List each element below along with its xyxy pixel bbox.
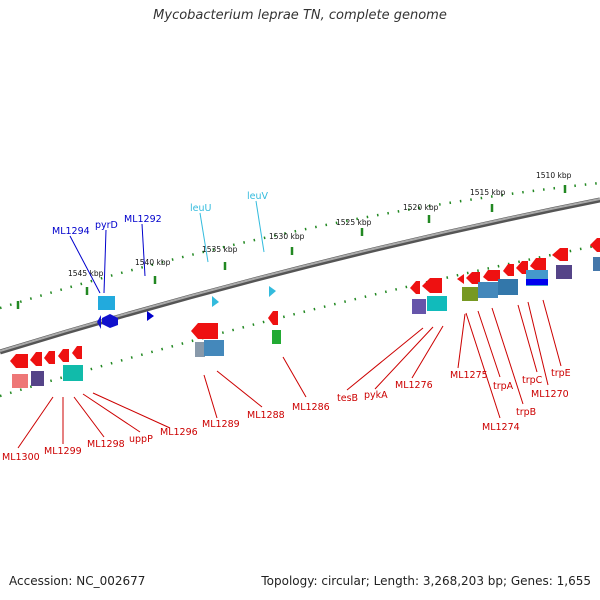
gene-label-ml1275: ML1275 (450, 370, 488, 381)
gene-label-trpc: trpC (522, 375, 543, 386)
map-title: Mycobacterium leprae TN, complete genome (153, 8, 447, 23)
gene-label-ml1288: ML1288 (247, 410, 285, 421)
tick-label-1530: 1530 kbp (269, 232, 305, 241)
tick-label-1520: 1520 kbp (403, 203, 439, 212)
gene-boxes-right (412, 257, 600, 314)
gene-label-ml1296: ML1296 (160, 427, 198, 438)
gene-label-leuu: leuU (190, 203, 212, 214)
tick-label-1535: 1535 kbp (202, 245, 238, 254)
gene-label-ml1292: ML1292 (124, 214, 162, 225)
genome-backbone (0, 197, 600, 355)
tick-label-1545: 1545 kbp (68, 269, 104, 278)
gene-label-trpa: trpA (493, 381, 514, 392)
forward-genes-left (10, 311, 278, 368)
gene-label-ml1299: ML1299 (44, 446, 82, 457)
gene-label-ml1286: ML1286 (292, 402, 330, 413)
gene-label-ml1276: ML1276 (395, 380, 433, 391)
tick-label-1525: 1525 kbp (336, 218, 372, 227)
reverse-features (97, 286, 276, 329)
major-ticks (16, 185, 567, 309)
gene-label-ml1298: ML1298 (87, 439, 125, 450)
gene-label-ml1289: ML1289 (202, 419, 240, 430)
tick-label-1510: 1510 kbp (536, 171, 572, 180)
tick-label-1515: 1515 kbp (470, 188, 506, 197)
gene-label-ml1270: ML1270 (531, 389, 569, 400)
gene-label-leuv: leuV (247, 191, 269, 202)
forward-genes-right (410, 238, 600, 294)
gene-label-pyrd: pyrD (95, 220, 118, 231)
gene-boxes-left (12, 330, 281, 388)
gene-label-ml1294: ML1294 (52, 226, 90, 237)
cyan-gene-labels: leuU leuV (190, 191, 269, 214)
gene-label-uppp: uppP (129, 434, 153, 445)
gene-label-ml1300: ML1300 (2, 452, 40, 463)
blue-leader-lines (69, 223, 146, 294)
gene-label-tesb: tesB (337, 393, 358, 404)
gene-label-trpe: trpE (551, 368, 571, 379)
red-gene-labels: ML1300 ML1299 ML1298 uppP ML1296 ML1289 … (2, 368, 571, 463)
tick-label-1540: 1540 kbp (135, 258, 171, 267)
gene-label-ml1274: ML1274 (482, 422, 520, 433)
tick-labels: 1510 kbp 1515 kbp 1520 kbp 1525 kbp 1530… (68, 171, 572, 278)
cyan-leader-lines (199, 200, 265, 263)
gene-label-trpb: trpB (516, 407, 536, 418)
genome-summary: Topology: circular; Length: 3,268,203 bp… (261, 574, 591, 588)
accession-label: Accession: NC_002677 (9, 574, 146, 588)
red-leader-lines (17, 299, 562, 449)
blue-gene-labels: ML1294 pyrD ML1292 (52, 214, 162, 237)
gene-label-pyka: pykA (364, 390, 388, 401)
